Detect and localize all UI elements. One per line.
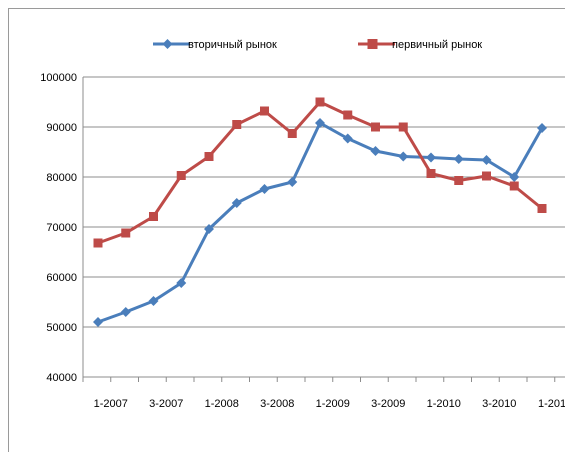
data-point-diamond	[176, 278, 187, 288]
data-point-square	[454, 176, 464, 185]
data-point-square	[176, 171, 186, 180]
gridlines	[83, 76, 565, 328]
data-point-square	[343, 110, 353, 120]
x-tick-label: 1-2008	[205, 398, 239, 410]
data-point-square	[121, 228, 131, 238]
data-point-square	[149, 212, 158, 221]
data-point-square	[260, 106, 269, 116]
legend-marker-diamond	[162, 39, 173, 49]
data-point-diamond	[342, 133, 353, 144]
data-point-diamond	[509, 172, 520, 182]
legend-marker-square	[367, 39, 378, 49]
data-point-square	[482, 171, 491, 181]
axes: 40000 50000 60000 70000 80000 90000 100000 1-20…	[40, 72, 565, 410]
data-point-diamond	[93, 317, 103, 327]
data-point-square	[537, 204, 547, 213]
data-point-diamond	[370, 146, 381, 156]
x-tick-label: 3-2007	[149, 398, 183, 410]
data-point-square	[287, 129, 297, 138]
legend: вторичный рынок первичный рынок	[153, 39, 482, 51]
data-point-square	[371, 122, 380, 132]
chart-frame	[8, 8, 565, 452]
data-point-diamond	[287, 177, 298, 187]
y-tick-label: 100000	[40, 72, 77, 84]
x-tick-label: 1-2007	[94, 398, 128, 410]
data-point-diamond	[259, 184, 270, 194]
y-tick-label: 70000	[46, 222, 77, 234]
y-tick-label: 60000	[46, 272, 77, 284]
x-tick-label: 1-2011	[538, 398, 565, 410]
data-point-diamond	[398, 151, 409, 162]
data-point-square	[509, 181, 519, 191]
data-point-square	[315, 97, 325, 107]
data-point-diamond	[453, 154, 464, 164]
data-point-diamond	[537, 123, 547, 133]
y-tick-label: 40000	[46, 372, 77, 384]
series-layer	[93, 97, 547, 327]
data-point-diamond	[231, 198, 242, 208]
data-point-square	[93, 238, 103, 248]
data-point-diamond	[426, 152, 436, 163]
x-tick-label: 3-2008	[260, 398, 294, 410]
legend-label-2: первичный рынок	[392, 39, 482, 51]
y-tick-label: 50000	[46, 322, 77, 334]
data-point-square	[398, 122, 408, 132]
data-point-square	[232, 120, 242, 129]
data-point-diamond	[315, 118, 325, 128]
y-tick-label: 90000	[46, 122, 77, 134]
series-line-1	[97, 121, 544, 324]
data-point-diamond	[481, 155, 492, 165]
data-point-diamond	[204, 224, 214, 234]
x-tick-label: 1-2010	[427, 398, 461, 410]
legend-label-1: вторичный рынок	[188, 39, 277, 51]
data-point-diamond	[120, 307, 131, 317]
x-tick-label: 3-2010	[482, 398, 516, 410]
y-tick-label: 80000	[46, 172, 77, 184]
data-point-square	[426, 169, 436, 178]
data-point-square	[204, 152, 214, 161]
x-tick-label: 3-2009	[371, 398, 405, 410]
data-point-diamond	[148, 296, 159, 306]
x-tick-label: 1-2009	[316, 398, 350, 410]
